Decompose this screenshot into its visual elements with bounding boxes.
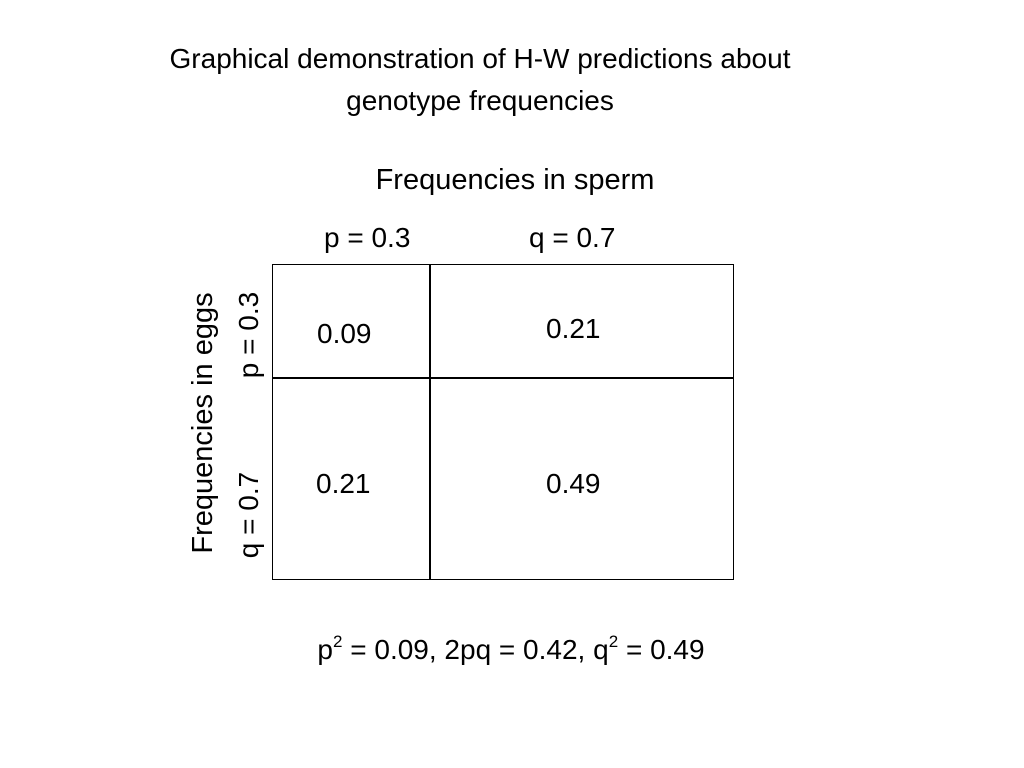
genotype-frequency-equation: p2 = 0.09, 2pq = 0.42, q2 = 0.49 — [200, 632, 822, 668]
punnett-horizontal-divider — [273, 377, 733, 379]
equation-p2-exponent: 2 — [333, 632, 343, 652]
equation-p2-base: p — [317, 634, 333, 665]
slide-title-line-1: Graphical demonstration of H-W predictio… — [169, 43, 791, 74]
cell-pq: 0.21 — [546, 313, 601, 344]
equation-p2-value: = 0.09, 2pq = 0.42, — [342, 634, 594, 665]
equation-q2-value: = 0.49 — [618, 634, 705, 665]
column-label-p: p = 0.3 — [324, 222, 411, 253]
cell-pp: 0.09 — [317, 318, 372, 349]
equation-q2-exponent: 2 — [608, 632, 619, 652]
cell-qq: 0.49 — [546, 468, 601, 499]
punnett-square — [272, 264, 734, 580]
slide-title: Graphical demonstration of H-W predictio… — [80, 38, 880, 122]
punnett-vertical-divider — [429, 265, 431, 579]
slide-title-line-2: genotype frequencies — [346, 85, 614, 116]
column-label-q: q = 0.7 — [529, 222, 616, 253]
equation-q2-base: q — [593, 634, 609, 665]
row-label-q: q = 0.7 — [233, 471, 264, 559]
row-label-p: p = 0.3 — [233, 291, 264, 379]
eggs-frequencies-label: Frequencies in eggs — [187, 292, 219, 554]
sperm-frequencies-label: Frequencies in sperm — [375, 164, 655, 196]
cell-qp: 0.21 — [316, 468, 371, 499]
